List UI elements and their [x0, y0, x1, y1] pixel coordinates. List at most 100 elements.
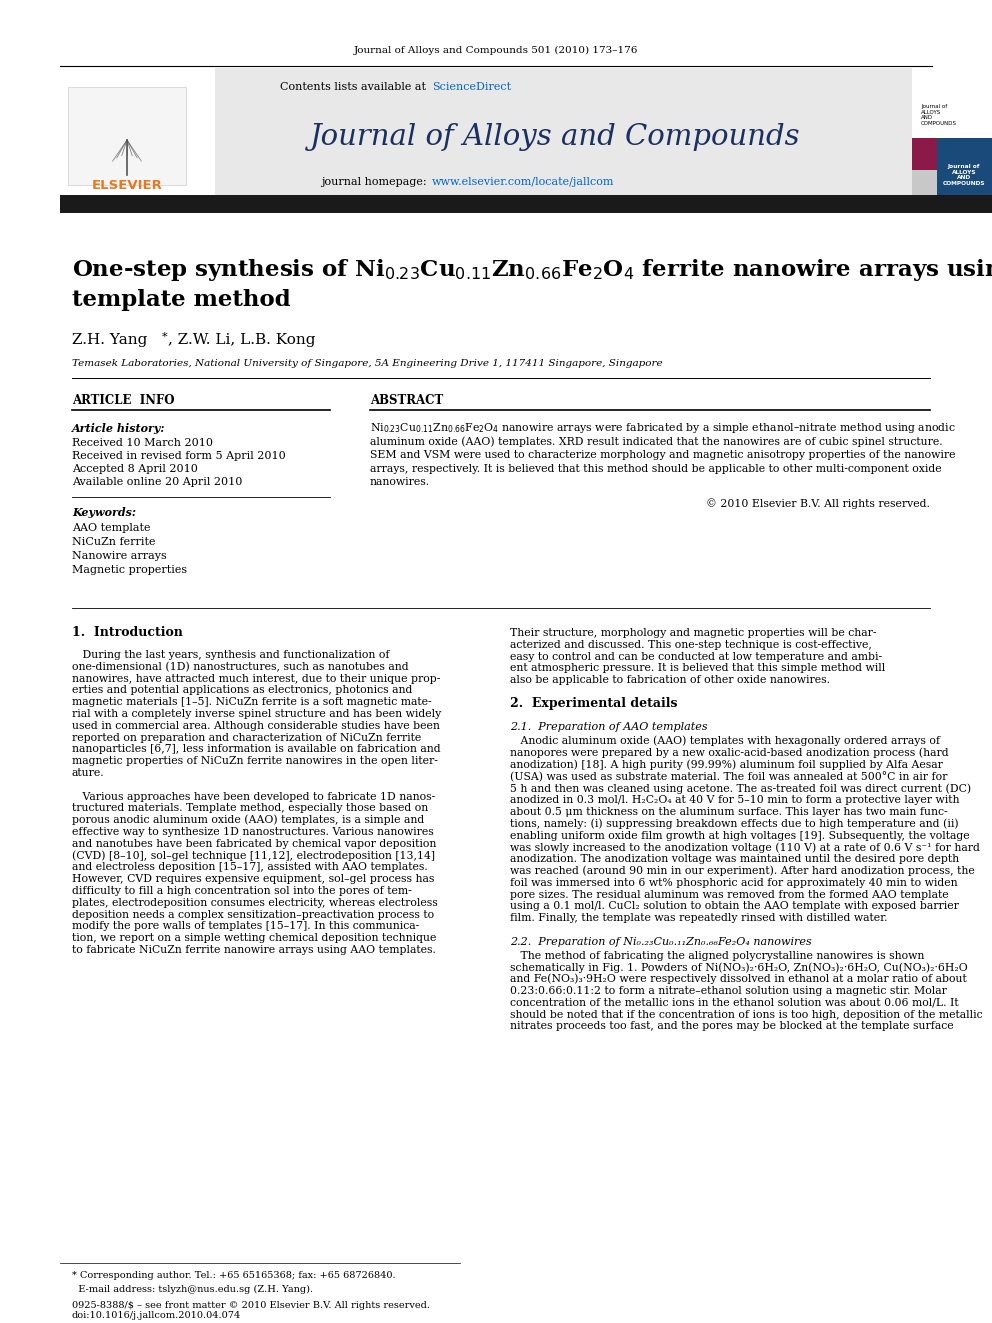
Text: porous anodic aluminum oxide (AAO) templates, is a simple and: porous anodic aluminum oxide (AAO) templ… — [72, 815, 425, 826]
Bar — [912, 67, 992, 155]
Text: Accepted 8 April 2010: Accepted 8 April 2010 — [72, 464, 197, 474]
Text: Anodic aluminum oxide (AAO) templates with hexagonally ordered arrays of: Anodic aluminum oxide (AAO) templates wi… — [510, 736, 940, 746]
Text: , Z.W. Li, L.B. Kong: , Z.W. Li, L.B. Kong — [168, 333, 315, 347]
Text: (CVD) [8–10], sol–gel technique [11,12], electrodeposition [13,14]: (CVD) [8–10], sol–gel technique [11,12],… — [72, 851, 435, 861]
Text: film. Finally, the template was repeatedly rinsed with distilled water.: film. Finally, the template was repeated… — [510, 913, 888, 923]
Text: Magnetic properties: Magnetic properties — [72, 565, 187, 576]
Text: acterized and discussed. This one-step technique is cost-effective,: acterized and discussed. This one-step t… — [510, 640, 872, 650]
Bar — [937, 138, 992, 194]
Text: modify the pore walls of templates [15–17]. In this communica-: modify the pore walls of templates [15–1… — [72, 921, 420, 931]
Text: tions, namely: (i) suppressing breakdown effects due to high temperature and (ii: tions, namely: (i) suppressing breakdown… — [510, 819, 958, 830]
Text: AAO template: AAO template — [72, 523, 151, 533]
Text: Journal of Alloys and Compounds: Journal of Alloys and Compounds — [310, 123, 801, 151]
Text: Z.H. Yang: Z.H. Yang — [72, 333, 148, 347]
Text: ARTICLE  INFO: ARTICLE INFO — [72, 393, 175, 406]
Text: tion, we report on a simple wetting chemical deposition technique: tion, we report on a simple wetting chem… — [72, 933, 436, 943]
Text: Received in revised form 5 April 2010: Received in revised form 5 April 2010 — [72, 451, 286, 460]
Text: was reached (around 90 min in our experiment). After hard anodization process, t: was reached (around 90 min in our experi… — [510, 865, 975, 876]
Bar — [215, 67, 912, 194]
Text: Received 10 March 2010: Received 10 March 2010 — [72, 438, 213, 448]
Text: However, CVD requires expensive equipment, sol–gel process has: However, CVD requires expensive equipmen… — [72, 875, 434, 884]
Text: nitrates proceeds too fast, and the pores may be blocked at the template surface: nitrates proceeds too fast, and the pore… — [510, 1021, 953, 1032]
Text: doi:10.1016/j.jallcom.2010.04.074: doi:10.1016/j.jallcom.2010.04.074 — [72, 1311, 241, 1319]
Text: Keywords:: Keywords: — [72, 508, 136, 519]
Text: nanoparticles [6,7], less information is available on fabrication and: nanoparticles [6,7], less information is… — [72, 745, 440, 754]
Text: deposition needs a complex sensitization–preactivation process to: deposition needs a complex sensitization… — [72, 910, 434, 919]
Text: reported on preparation and characterization of NiCuZn ferrite: reported on preparation and characteriza… — [72, 733, 422, 742]
Text: magnetic materials [1–5]. NiCuZn ferrite is a soft magnetic mate-: magnetic materials [1–5]. NiCuZn ferrite… — [72, 697, 432, 708]
Text: ABSTRACT: ABSTRACT — [370, 393, 443, 406]
Text: 2.2.  Preparation of Ni₀.₂₃Cu₀.₁₁Zn₀.₆₆Fe₂O₄ nanowires: 2.2. Preparation of Ni₀.₂₃Cu₀.₁₁Zn₀.₆₆Fe… — [510, 937, 811, 947]
Text: and nanotubes have been fabricated by chemical vapor deposition: and nanotubes have been fabricated by ch… — [72, 839, 436, 849]
Text: Contents lists available at: Contents lists available at — [281, 82, 430, 93]
Text: was slowly increased to the anodization voltage (110 V) at a rate of 0.6 V s⁻¹ f: was slowly increased to the anodization … — [510, 843, 980, 853]
Text: Journal of
ALLOYS
AND
COMPOUNDS: Journal of ALLOYS AND COMPOUNDS — [942, 164, 985, 187]
Text: Temasek Laboratories, National University of Singapore, 5A Engineering Drive 1, : Temasek Laboratories, National Universit… — [72, 359, 663, 368]
Text: The method of fabricating the aligned polycrystalline nanowires is shown: The method of fabricating the aligned po… — [510, 951, 925, 960]
Text: nanopores were prepared by a new oxalic-acid-based anodization process (hard: nanopores were prepared by a new oxalic-… — [510, 747, 948, 758]
Text: foil was immersed into 6 wt% phosphoric acid for approximately 40 min to widen: foil was immersed into 6 wt% phosphoric … — [510, 877, 957, 888]
Text: arrays, respectively. It is believed that this method should be applicable to ot: arrays, respectively. It is believed tha… — [370, 463, 941, 474]
Bar — [912, 138, 992, 169]
Text: 5 h and then was cleaned using acetone. The as-treated foil was direct current (: 5 h and then was cleaned using acetone. … — [510, 783, 971, 794]
Text: and electroless deposition [15–17], assisted with AAO templates.: and electroless deposition [15–17], assi… — [72, 863, 428, 872]
Text: Nanowire arrays: Nanowire arrays — [72, 550, 167, 561]
Text: 1.  Introduction: 1. Introduction — [72, 627, 183, 639]
Bar — [60, 67, 215, 194]
Text: ature.: ature. — [72, 767, 104, 778]
Text: 0.23:0.66:0.11:2 to form a nitrate–ethanol solution using a magnetic stir. Molar: 0.23:0.66:0.11:2 to form a nitrate–ethan… — [510, 986, 947, 996]
Text: about 0.5 μm thickness on the aluminum surface. This layer has two main func-: about 0.5 μm thickness on the aluminum s… — [510, 807, 947, 818]
Text: tructured materials. Template method, especially those based on: tructured materials. Template method, es… — [72, 803, 429, 814]
Text: One-step synthesis of Ni$_{0.23}$Cu$_{0.11}$Zn$_{0.66}$Fe$_{2}$O$_{4}$ ferrite n: One-step synthesis of Ni$_{0.23}$Cu$_{0.… — [72, 257, 992, 283]
Text: Journal of Alloys and Compounds 501 (2010) 173–176: Journal of Alloys and Compounds 501 (201… — [354, 45, 638, 54]
Text: template method: template method — [72, 288, 291, 311]
Bar — [912, 67, 992, 194]
Text: rial with a completely inverse spinel structure and has been widely: rial with a completely inverse spinel st… — [72, 709, 441, 718]
Text: should be noted that if the concentration of ions is too high, deposition of the: should be noted that if the concentratio… — [510, 1009, 983, 1020]
Text: journal homepage:: journal homepage: — [320, 177, 430, 187]
Bar — [60, 194, 992, 213]
Text: www.elsevier.com/locate/jallcom: www.elsevier.com/locate/jallcom — [432, 177, 614, 187]
Text: NiCuZn ferrite: NiCuZn ferrite — [72, 537, 156, 546]
Text: concentration of the metallic ions in the ethanol solution was about 0.06 mol/L.: concentration of the metallic ions in th… — [510, 998, 958, 1008]
Text: (USA) was used as substrate material. The foil was annealed at 500°C in air for: (USA) was used as substrate material. Th… — [510, 771, 947, 782]
Text: difficulty to fill a high concentration sol into the pores of tem-: difficulty to fill a high concentration … — [72, 886, 412, 896]
Text: effective way to synthesize 1D nanostructures. Various nanowires: effective way to synthesize 1D nanostruc… — [72, 827, 434, 837]
Text: ScienceDirect: ScienceDirect — [432, 82, 511, 93]
Text: © 2010 Elsevier B.V. All rights reserved.: © 2010 Elsevier B.V. All rights reserved… — [706, 497, 930, 509]
Text: anodized in 0.3 mol/l. H₂C₂O₄ at 40 V for 5–10 min to form a protective layer wi: anodized in 0.3 mol/l. H₂C₂O₄ at 40 V fo… — [510, 795, 959, 806]
Text: used in commercial area. Although considerable studies have been: used in commercial area. Although consid… — [72, 721, 439, 730]
Text: Their structure, morphology and magnetic properties will be char-: Their structure, morphology and magnetic… — [510, 628, 877, 638]
Text: and Fe(NO₃)₃·9H₂O were respectively dissolved in ethanol at a molar ratio of abo: and Fe(NO₃)₃·9H₂O were respectively diss… — [510, 974, 967, 984]
Text: anodization. The anodization voltage was maintained until the desired pore depth: anodization. The anodization voltage was… — [510, 855, 959, 864]
Text: one-dimensional (1D) nanostructures, such as nanotubes and: one-dimensional (1D) nanostructures, suc… — [72, 662, 409, 672]
Text: ent atmospheric pressure. It is believed that this simple method will: ent atmospheric pressure. It is believed… — [510, 663, 885, 673]
Text: 2.1.  Preparation of AAO templates: 2.1. Preparation of AAO templates — [510, 722, 707, 733]
Text: nanowires.: nanowires. — [370, 478, 431, 487]
Text: plates, electrodeposition consumes electricity, whereas electroless: plates, electrodeposition consumes elect… — [72, 898, 437, 908]
Text: SEM and VSM were used to characterize morphology and magnetic anisotropy propert: SEM and VSM were used to characterize mo… — [370, 450, 955, 460]
Text: magnetic properties of NiCuZn ferrite nanowires in the open liter-: magnetic properties of NiCuZn ferrite na… — [72, 757, 437, 766]
Text: enabling uniform oxide film growth at high voltages [19]. Subsequently, the volt: enabling uniform oxide film growth at hi… — [510, 831, 969, 840]
Text: Article history:: Article history: — [72, 422, 166, 434]
Text: During the last years, synthesis and functionalization of: During the last years, synthesis and fun… — [72, 650, 390, 660]
Text: also be applicable to fabrication of other oxide nanowires.: also be applicable to fabrication of oth… — [510, 675, 830, 685]
Text: pore sizes. The residual aluminum was removed from the formed AAO template: pore sizes. The residual aluminum was re… — [510, 889, 948, 900]
Text: easy to control and can be conducted at low temperature and ambi-: easy to control and can be conducted at … — [510, 652, 882, 662]
Bar — [68, 87, 186, 185]
Text: nanowires, have attracted much interest, due to their unique prop-: nanowires, have attracted much interest,… — [72, 673, 440, 684]
Text: to fabricate NiCuZn ferrite nanowire arrays using AAO templates.: to fabricate NiCuZn ferrite nanowire arr… — [72, 945, 435, 955]
Text: 2.  Experimental details: 2. Experimental details — [510, 697, 678, 710]
Text: ELSEVIER: ELSEVIER — [91, 179, 163, 192]
Text: Available online 20 April 2010: Available online 20 April 2010 — [72, 478, 242, 487]
Text: using a 0.1 mol/l. CuCl₂ solution to obtain the AAO template with exposed barrie: using a 0.1 mol/l. CuCl₂ solution to obt… — [510, 901, 959, 912]
Text: erties and potential applications as electronics, photonics and: erties and potential applications as ele… — [72, 685, 413, 696]
Text: Various approaches have been developed to fabricate 1D nanos-: Various approaches have been developed t… — [72, 791, 435, 802]
Text: schematically in Fig. 1. Powders of Ni(NO₃)₂·6H₂O, Zn(NO₃)₂·6H₂O, Cu(NO₃)₂·6H₂O: schematically in Fig. 1. Powders of Ni(N… — [510, 962, 968, 972]
Text: aluminum oxide (AAO) templates. XRD result indicated that the nanowires are of c: aluminum oxide (AAO) templates. XRD resu… — [370, 437, 942, 447]
Text: * Corresponding author. Tel.: +65 65165368; fax: +65 68726840.: * Corresponding author. Tel.: +65 651653… — [72, 1271, 396, 1281]
Text: anodization) [18]. A high purity (99.99%) aluminum foil supplied by Alfa Aesar: anodization) [18]. A high purity (99.99%… — [510, 759, 942, 770]
Text: E-mail address: tslyzh@nus.edu.sg (Z.H. Yang).: E-mail address: tslyzh@nus.edu.sg (Z.H. … — [72, 1285, 313, 1294]
Text: 0925-8388/$ – see front matter © 2010 Elsevier B.V. All rights reserved.: 0925-8388/$ – see front matter © 2010 El… — [72, 1301, 430, 1310]
Text: *: * — [162, 332, 168, 343]
